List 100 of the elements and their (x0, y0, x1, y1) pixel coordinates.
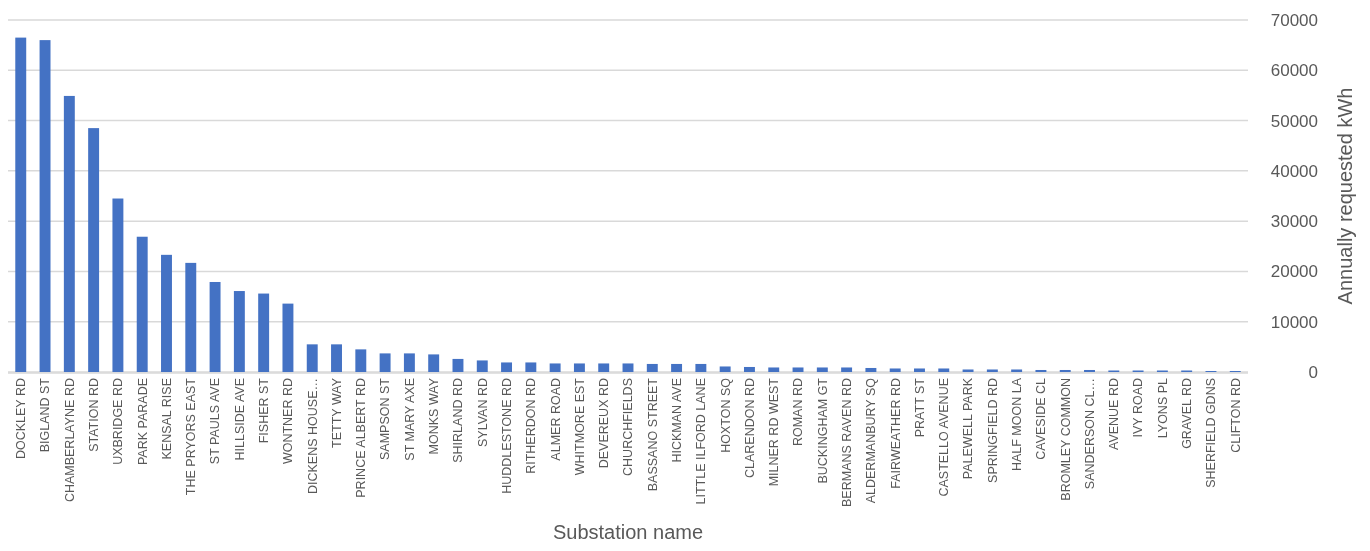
bar (1084, 369, 1095, 372)
x-tick-label: SHIRLAND RD (451, 378, 466, 463)
x-tick-label: SHERFIELD GDNS (1204, 378, 1219, 488)
x-tick-label: DEVEREUX RD (597, 378, 612, 469)
bar (476, 360, 488, 372)
y-tick-label: 40000 (1270, 161, 1318, 181)
x-tick-label: MILNER RD WEST (767, 377, 782, 487)
x-tick-label: BERMANS RAVEN RD (839, 378, 854, 507)
x-tick-label: ROMAN RD (791, 378, 806, 447)
bar (306, 344, 318, 372)
bar (792, 367, 804, 372)
bar (161, 254, 172, 372)
x-tick-label: BROMLEY COMMON (1058, 378, 1073, 501)
x-tick-label: ST MARY AXE (402, 378, 417, 461)
bar (452, 358, 464, 372)
x-tick-label: CASTELLO AVENUE (937, 378, 952, 497)
bar (743, 366, 755, 372)
y-tick-label: 10000 (1270, 312, 1318, 332)
x-tick-label: CHAMBERLAYNE RD (62, 378, 77, 503)
x-tick-label: HILLSIDE AVE (232, 378, 247, 461)
bar (598, 363, 610, 372)
bar (986, 369, 998, 372)
x-tick-label: DICKENS HOUSE… (305, 378, 320, 494)
x-tick-label: CHURCHFIELDS (621, 378, 636, 476)
bar (403, 353, 415, 372)
bar (258, 293, 270, 372)
y-tick-label: 30000 (1270, 212, 1318, 232)
y-tick-label: 20000 (1270, 262, 1318, 282)
x-tick-label: FISHER ST (257, 377, 272, 444)
bar (15, 37, 27, 372)
bar (501, 362, 513, 372)
x-tick-label: PARK PARADE (135, 378, 150, 466)
x-tick-label: MONKS WAY (427, 377, 442, 455)
x-tick-label: KENSAL RISE (159, 378, 174, 460)
x-tick-label: LITTLE ILFORD LANE (694, 378, 709, 505)
y-tick-label: 60000 (1270, 61, 1318, 81)
x-tick-label: BASSANO STREET (645, 377, 660, 492)
x-tick-label: ST PAULS AVE (208, 378, 223, 465)
bar (185, 262, 197, 372)
x-tick-label: UXBRIDGE RD (111, 378, 126, 465)
bar (136, 236, 148, 372)
y-axis-title: Annually requested kWh (1334, 87, 1356, 305)
bar (646, 363, 658, 372)
bar (355, 349, 367, 372)
bar (841, 367, 853, 372)
bar (719, 366, 731, 372)
bar (39, 40, 51, 372)
x-tick-label: RITHERDON RD (524, 378, 539, 474)
bar (88, 128, 100, 372)
x-tick-label: WHITMORE EST (572, 377, 587, 476)
x-tick-label: SAMPSON ST (378, 377, 393, 460)
bar (914, 368, 925, 372)
x-tick-label: STATION RD (87, 378, 101, 452)
x-tick-label: CLARENDON RD (742, 378, 757, 479)
bar (525, 362, 537, 372)
bar (962, 369, 974, 372)
x-tick-label: BUCKINGHAM GT (815, 377, 830, 484)
bar (695, 363, 707, 372)
x-tick-label: PRATT ST (912, 377, 927, 438)
bar (63, 95, 75, 372)
y-tick-label: 0 (1308, 362, 1318, 382)
bar (768, 367, 780, 372)
x-tick-label: SYLVAN RD (475, 378, 490, 448)
x-tick-label: IVY ROAD (1131, 378, 1146, 438)
x-tick-label: DOCKLEY RD (14, 378, 29, 460)
x-tick-label: HOXTON SQ (718, 377, 733, 453)
x-tick-label: SANDERSON CL… (1082, 378, 1097, 490)
bar (865, 367, 877, 372)
bar (549, 363, 561, 372)
bar (671, 363, 683, 372)
bar (889, 368, 901, 372)
x-tick-label: TETTY WAY (329, 377, 344, 448)
bar (573, 363, 585, 372)
x-tick-label: SPRINGFIELD RD (985, 378, 1000, 483)
bar (1035, 369, 1047, 372)
x-tick-label: HUDDLESTONE RD (499, 378, 514, 494)
x-tick-label: BIGLAND ST (38, 377, 53, 453)
bar (622, 363, 634, 372)
bar (1011, 369, 1023, 372)
y-tick-label: 50000 (1270, 111, 1318, 131)
x-tick-label: GRAVEL RD (1180, 378, 1195, 449)
bar (1059, 369, 1071, 372)
y-tick-label: 70000 (1270, 10, 1318, 30)
bar (331, 344, 342, 372)
bar (282, 303, 294, 372)
bar (209, 281, 221, 372)
x-tick-label: HICKMAN AVE (669, 378, 684, 463)
bar (379, 353, 391, 372)
bar (938, 368, 950, 372)
bar (428, 354, 440, 372)
x-tick-label: FAIRWEATHER RD (888, 378, 903, 489)
x-tick-label: AVENUE RD (1107, 378, 1122, 451)
x-tick-label: ALMER ROAD (548, 378, 563, 461)
bar (112, 198, 124, 372)
x-tick-label: LYONS PL (1155, 377, 1170, 439)
x-tick-label: HALF MOON LA (1010, 377, 1025, 472)
x-tick-label: ALDERMANBURY SQ (864, 377, 879, 504)
x-tick-label: PRINCE ALBERT RD (354, 378, 369, 498)
x-axis-title: Substation name (552, 521, 704, 543)
x-tick-label: WONTNER RD (281, 378, 296, 465)
